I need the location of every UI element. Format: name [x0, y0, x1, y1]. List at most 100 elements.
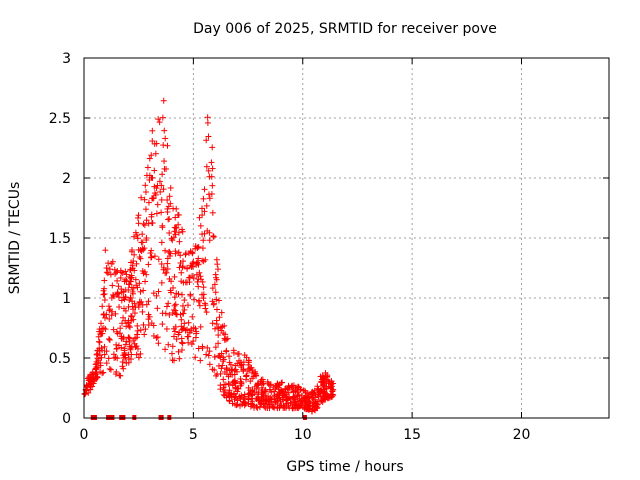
data-point	[149, 127, 156, 134]
data-point	[141, 245, 148, 252]
y-tick-labels: 0 0.5 1 1.5 2 2.5 3	[49, 51, 71, 427]
data-point	[132, 229, 139, 236]
data-point	[209, 209, 216, 216]
data-point	[128, 313, 135, 320]
data-point	[294, 387, 301, 394]
data-point	[130, 233, 137, 240]
data-point	[223, 336, 230, 343]
data-point	[223, 394, 230, 401]
data-point	[161, 127, 168, 134]
data-point	[123, 323, 130, 330]
data-point	[165, 203, 172, 210]
data-point	[155, 288, 162, 295]
data-point	[109, 282, 116, 289]
data-point	[187, 292, 194, 299]
data-point	[162, 346, 169, 353]
data-point	[184, 265, 191, 272]
data-point	[138, 194, 145, 201]
data-point	[87, 383, 94, 390]
data-point	[146, 176, 153, 183]
data-point	[164, 142, 171, 149]
data-point	[136, 253, 143, 260]
data-point	[106, 336, 113, 343]
data-point	[158, 196, 165, 203]
data-point	[155, 340, 162, 347]
data-point	[245, 396, 252, 403]
data-point	[134, 284, 141, 291]
data-point	[143, 172, 150, 179]
data-point	[237, 395, 244, 402]
data-point	[208, 159, 215, 166]
data-point	[197, 357, 204, 364]
data-point	[217, 382, 224, 389]
data-point	[155, 116, 162, 123]
data-point	[130, 316, 137, 323]
data-point	[157, 188, 164, 195]
data-point	[255, 395, 262, 402]
data-point	[206, 173, 213, 180]
data-point	[330, 392, 337, 399]
data-point	[200, 195, 207, 202]
data-point	[199, 231, 206, 238]
data-point	[105, 260, 112, 267]
data-point	[225, 380, 232, 387]
data-point	[107, 271, 114, 278]
data-point	[170, 284, 177, 291]
data-point	[238, 364, 245, 371]
data-point	[98, 345, 105, 352]
data-point	[178, 347, 185, 354]
x-tick-label: 10	[294, 427, 312, 443]
data-point	[302, 394, 309, 401]
data-point	[282, 389, 289, 396]
data-point	[99, 330, 106, 337]
data-point	[185, 319, 192, 326]
data-point	[232, 366, 239, 373]
data-point	[203, 351, 210, 358]
data-point	[224, 335, 231, 342]
data-point	[164, 208, 171, 215]
data-point	[200, 237, 207, 244]
y-tick-label: 0.5	[49, 351, 71, 367]
data-point	[167, 184, 174, 191]
data-point	[138, 248, 145, 255]
data-point	[195, 255, 202, 262]
data-point	[298, 397, 305, 404]
data-point	[166, 193, 173, 200]
data-point	[100, 287, 107, 294]
data-point	[95, 333, 102, 340]
data-point	[225, 373, 232, 380]
data-point	[200, 291, 207, 298]
data-point	[146, 155, 153, 162]
data-point	[206, 195, 213, 202]
data-point	[167, 250, 174, 257]
data-point	[148, 152, 155, 159]
y-tick-label: 2.5	[49, 111, 71, 127]
data-point	[212, 289, 219, 296]
data-point	[96, 352, 103, 359]
data-point	[206, 229, 213, 236]
data-point	[116, 372, 123, 379]
data-point	[296, 403, 303, 410]
data-point	[119, 270, 126, 277]
data-point	[120, 354, 127, 361]
data-point	[194, 278, 201, 285]
data-point	[129, 288, 136, 295]
data-point	[243, 354, 250, 361]
data-point	[209, 165, 216, 172]
data-point	[145, 261, 152, 268]
data-point	[129, 298, 136, 305]
data-point	[103, 360, 110, 367]
data-point	[252, 370, 259, 377]
data-point	[114, 290, 121, 297]
data-point	[92, 361, 99, 368]
data-point	[270, 404, 277, 411]
y-tick-label: 2	[62, 171, 71, 187]
data-point	[101, 314, 108, 321]
data-point	[127, 275, 134, 282]
data-point	[86, 380, 93, 387]
data-point	[248, 369, 255, 376]
data-point	[163, 325, 170, 332]
data-point	[104, 270, 111, 277]
data-point	[145, 220, 152, 227]
data-point	[176, 355, 183, 362]
